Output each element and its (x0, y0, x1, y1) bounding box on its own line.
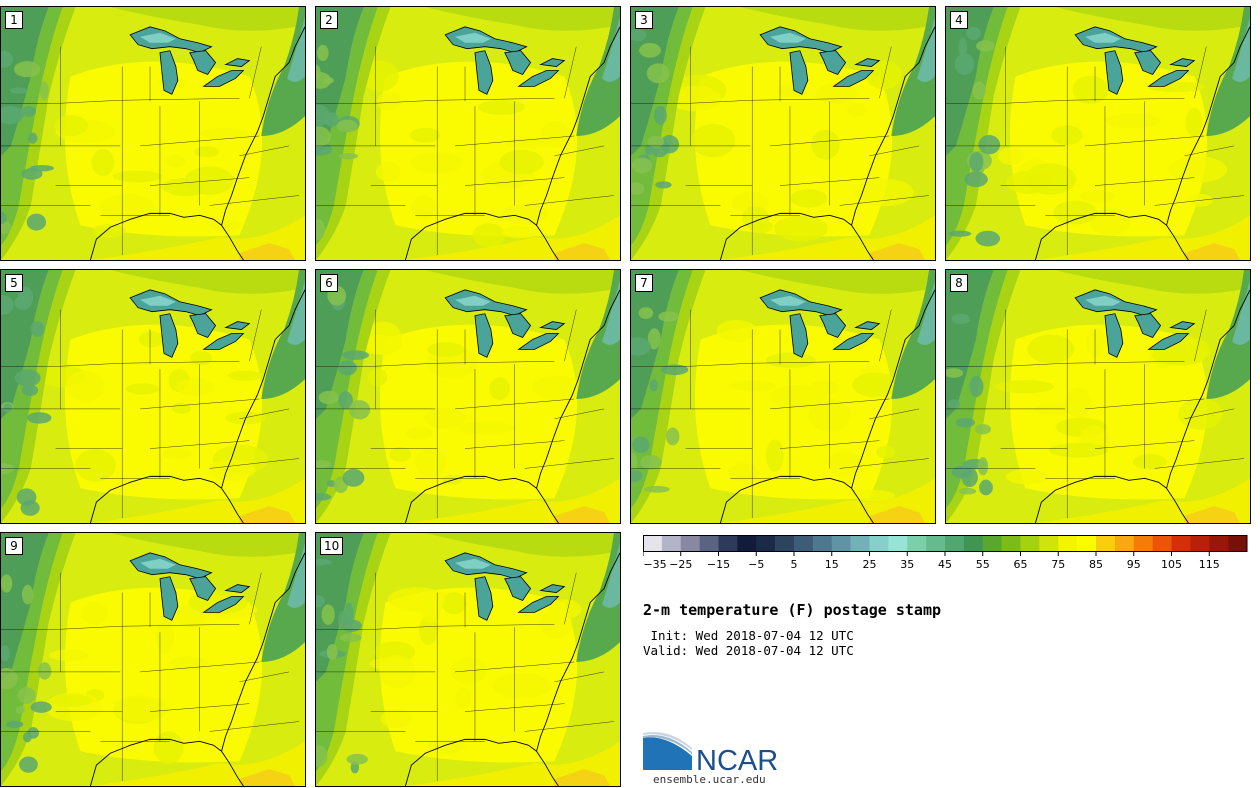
colorbar-tick-label: −15 (707, 558, 730, 571)
colorbar-bin (775, 536, 795, 551)
colorbar-bin (737, 536, 757, 551)
ensemble-member-panel-6[interactable]: 6 (315, 269, 621, 524)
valid-time: Valid: Wed 2018-07-04 12 UTC (643, 643, 854, 658)
temperature-map (946, 7, 1250, 260)
ensemble-member-panel-4[interactable]: 4 (945, 6, 1251, 261)
temperature-map (1, 270, 305, 523)
ensemble-member-panel-5[interactable]: 5 (0, 269, 306, 524)
member-label: 4 (950, 11, 968, 29)
colorbar-tick-label: 45 (938, 558, 952, 571)
temperature-map (946, 270, 1250, 523)
ncar-logo: NCAR (643, 732, 778, 777)
colorbar-bin (643, 536, 663, 551)
colorbar-bin (963, 536, 984, 551)
colorbar-bin (1020, 536, 1040, 551)
ncar-logo-text: NCAR (696, 745, 778, 777)
colorbar-bin (888, 536, 908, 551)
member-label: 6 (320, 274, 338, 292)
member-label: 10 (320, 537, 344, 555)
colorbar-bin (945, 536, 965, 551)
temperature-map (1, 7, 305, 260)
ensemble-member-panel-2[interactable]: 2 (315, 6, 621, 261)
colorbar-tick-label: 65 (1014, 558, 1028, 571)
ensemble-member-panel-3[interactable]: 3 (630, 6, 936, 261)
colorbar-bin (1058, 536, 1078, 551)
colorbar-tick-label: 85 (1089, 558, 1103, 571)
colorbar-bin (1228, 536, 1248, 551)
member-label: 9 (5, 537, 23, 555)
ensemble-member-panel-1[interactable]: 1 (0, 6, 306, 261)
member-label: 8 (950, 274, 968, 292)
ensemble-member-panel-7[interactable]: 7 (630, 269, 936, 524)
member-label: 7 (635, 274, 653, 292)
chart-title: 2-m temperature (F) postage stamp (643, 601, 942, 619)
website-url: ensemble.ucar.edu (653, 773, 766, 786)
colorbar-bin (680, 536, 700, 551)
colorbar-tick-label: 15 (825, 558, 839, 571)
colorbar-tick-label: 35 (900, 558, 914, 571)
colorbar-tick-label: 95 (1127, 558, 1141, 571)
temperature-colorbar: −35 −25 −15 −5 5 15 25 35 45 55 65 75 85 95 105 115 (643, 535, 1248, 571)
colorbar-bin (982, 536, 1002, 551)
colorbar-bin (1171, 536, 1191, 551)
colorbar-tick-label: 105 (1161, 558, 1182, 571)
colorbar-tick-label: 75 (1051, 558, 1065, 571)
colorbar-bin (850, 536, 870, 551)
colorbar-tick-label: 55 (976, 558, 990, 571)
colorbar-tick-label: −35 (643, 558, 666, 571)
colorbar-bin (661, 536, 682, 551)
member-label: 5 (5, 274, 23, 292)
colorbar-bin (1209, 536, 1229, 551)
colorbar-bin (1152, 536, 1172, 551)
colorbar-bin (718, 536, 738, 551)
member-label: 3 (635, 11, 653, 29)
temperature-map (631, 7, 935, 260)
colorbar-tick-label: −25 (669, 558, 692, 571)
temperature-map (631, 270, 935, 523)
colorbar-bin (907, 536, 927, 551)
ensemble-member-panel-10[interactable]: 10 (315, 532, 621, 787)
colorbar-bin (1039, 536, 1059, 551)
ensemble-member-panel-8[interactable]: 8 (945, 269, 1251, 524)
ensemble-member-panel-9[interactable]: 9 (0, 532, 306, 787)
member-label: 1 (5, 11, 23, 29)
colorbar-tick-label: 25 (863, 558, 877, 571)
colorbar-bin (756, 536, 776, 551)
temperature-map (316, 533, 620, 786)
colorbar-bin (812, 536, 833, 551)
colorbar-bin (869, 536, 889, 551)
colorbar-bin (699, 536, 719, 551)
colorbar-bin (1190, 536, 1210, 551)
temperature-map (316, 270, 620, 523)
colorbar-bin (926, 536, 946, 551)
colorbar-bin (831, 536, 851, 551)
colorbar-bin (1096, 536, 1116, 551)
member-label: 2 (320, 11, 338, 29)
init-time: Init: Wed 2018-07-04 12 UTC (643, 628, 854, 643)
colorbar-tick-label: 5 (791, 558, 798, 571)
colorbar-bin (1077, 536, 1097, 551)
temperature-map (316, 7, 620, 260)
colorbar-tick-label: −5 (748, 558, 764, 571)
ncar-logo-mark (643, 737, 692, 770)
colorbar-tick-label: 115 (1199, 558, 1220, 571)
colorbar-bin (1114, 536, 1135, 551)
colorbar-bin (1001, 536, 1021, 551)
colorbar-bin (1133, 536, 1153, 551)
colorbar-bin (794, 536, 814, 551)
temperature-map (1, 533, 305, 786)
